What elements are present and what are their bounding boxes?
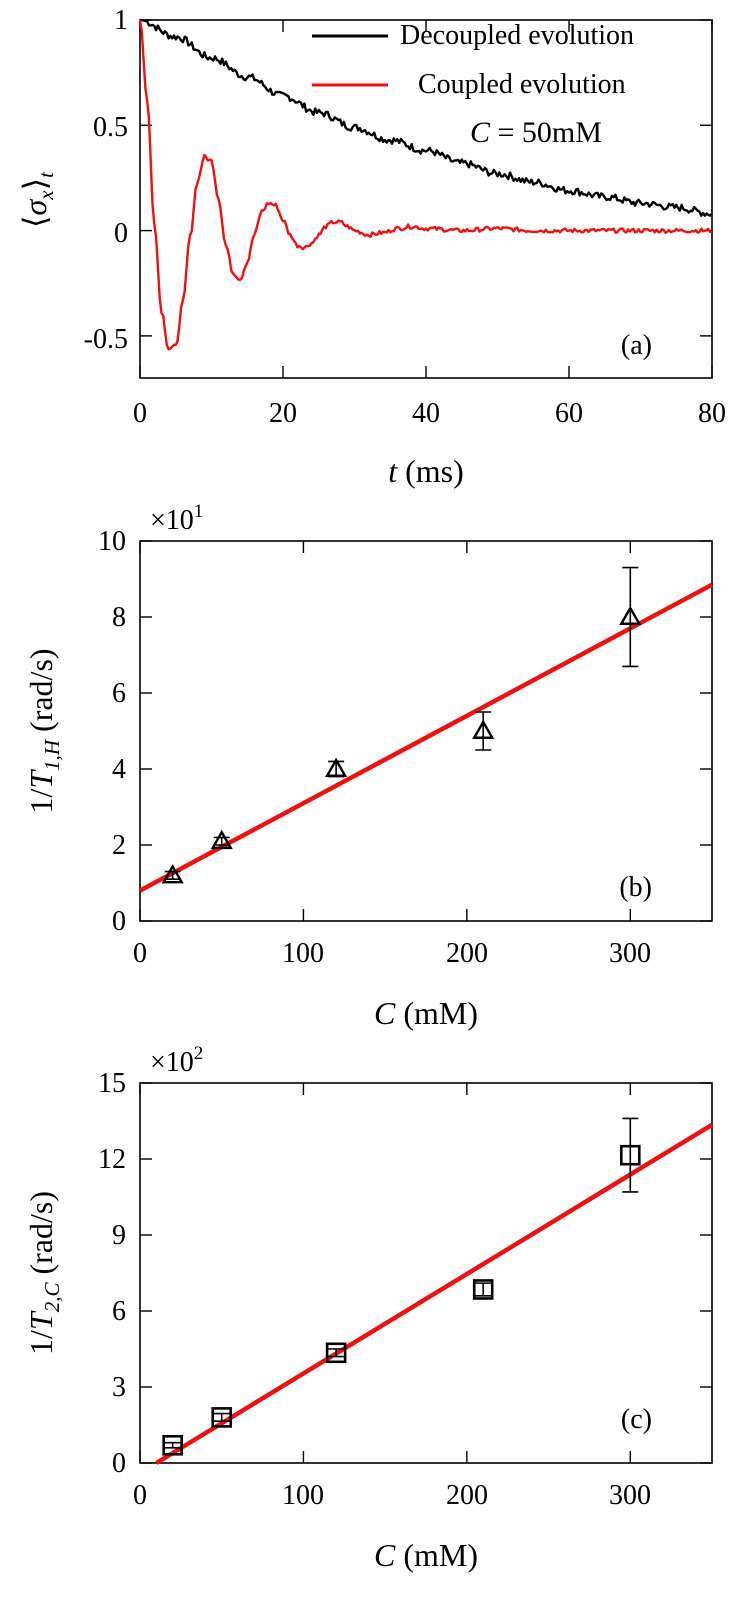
legend-label-decoupled: Decoupled evolution	[400, 20, 634, 51]
fit-line-c	[155, 1122, 714, 1465]
series-line-decoupled	[139, 18, 713, 217]
x-axis-label-a: t (ms)	[388, 453, 464, 489]
data-point-triangle	[619, 605, 642, 625]
multiplier-c: ×102	[150, 1043, 203, 1078]
panel-a: 0 20 40 60 80 1 0.5 0 -0.5 t (ms) ⟨σx⟩t …	[17, 5, 726, 489]
y-tick-labels-b: 0 2 4 6 8 10	[98, 526, 126, 937]
data-point-triangle	[325, 757, 348, 777]
x-tick-label: 40	[412, 398, 440, 429]
y-tick-label: 1	[114, 5, 128, 36]
series-lines-a	[138, 18, 713, 351]
y-tick-label: 2	[112, 830, 126, 861]
y-tick-label: 8	[112, 602, 126, 633]
x-tick-label: 0	[133, 938, 147, 969]
x-tick-label: 80	[698, 398, 726, 429]
legend-a: Decoupled evolution Coupled evolution	[312, 20, 634, 100]
y-tick-label: 0.5	[93, 112, 128, 143]
ticks-b	[139, 540, 712, 922]
x-axis-label-c: C (mM)	[374, 1537, 478, 1573]
ticks-c	[139, 1082, 712, 1464]
panel-label-b: (b)	[619, 872, 652, 903]
y-tick-label: 0	[114, 218, 128, 249]
x-tick-label: 0	[133, 1480, 147, 1511]
data-point-square	[619, 1144, 641, 1166]
y-tick-label: 3	[112, 1372, 126, 1403]
multiplier-b: ×101	[150, 501, 203, 536]
panel-label-c: (c)	[621, 1404, 652, 1435]
y-tick-label: 6	[112, 1296, 126, 1327]
data-points-c	[162, 1117, 641, 1456]
y-tick-label: 9	[112, 1220, 126, 1251]
data-point-triangle	[161, 863, 184, 884]
data-point-triangle	[472, 719, 495, 739]
y-tick-labels-c: 0 3 6 9 12 15	[98, 1068, 126, 1479]
x-tick-label: 100	[282, 1480, 324, 1511]
series-line-coupled	[138, 19, 713, 351]
y-tick-label: 15	[98, 1068, 126, 1099]
fit-line	[138, 582, 714, 893]
x-tick-labels-b: 0 100 200 300	[133, 938, 651, 969]
x-tick-label: 0	[133, 398, 147, 429]
y-tick-label: -0.5	[84, 324, 128, 355]
concentration-annotation: C = 50mM	[470, 116, 602, 149]
y-tick-label: 4	[112, 754, 126, 785]
x-tick-label: 60	[555, 398, 583, 429]
x-tick-label: 20	[269, 398, 297, 429]
panel-label-a: (a)	[621, 330, 652, 361]
y-tick-label: 0	[112, 1448, 126, 1479]
x-tick-label: 300	[609, 1480, 651, 1511]
data-point-square	[472, 1279, 494, 1300]
x-tick-labels-c: 0 100 200 300	[133, 1480, 651, 1511]
x-tick-label: 100	[282, 938, 324, 969]
panel-b: 0 100 200 300 0 2 4 6 8 10 ×101 C (mM) 1…	[23, 501, 714, 1031]
fit-line-b	[138, 582, 714, 893]
x-tick-label: 300	[609, 938, 651, 969]
data-points-b	[161, 566, 642, 884]
x-tick-labels-a: 0 20 40 60 80	[133, 398, 726, 429]
x-tick-label: 200	[446, 938, 488, 969]
data-point-triangle	[210, 829, 233, 850]
y-tick-label: 0	[112, 906, 126, 937]
y-tick-labels-a: 1 0.5 0 -0.5	[84, 5, 128, 355]
y-axis-label-c: 1/T2,C (rad/s)	[23, 1191, 64, 1355]
data-point-square	[211, 1407, 233, 1428]
y-tick-label: 12	[98, 1144, 126, 1175]
x-axis-label-b: C (mM)	[374, 995, 478, 1031]
y-axis-label-a: ⟨σx⟩t	[17, 171, 58, 228]
data-point-square	[325, 1342, 347, 1364]
legend-label-coupled: Coupled evolution	[418, 69, 626, 100]
data-point-square	[162, 1434, 183, 1456]
plot-frame-c	[139, 1082, 713, 1464]
plot-frame-b	[139, 540, 713, 922]
y-tick-label: 10	[98, 526, 126, 557]
fit-line	[155, 1122, 714, 1465]
y-axis-label-b: 1/T1,H (rad/s)	[23, 648, 64, 813]
y-tick-label: 6	[112, 678, 126, 709]
x-tick-label: 200	[446, 1480, 488, 1511]
panel-c: 0 100 200 300 0 3 6 9 12 15 ×102 C (mM) …	[23, 1043, 714, 1573]
